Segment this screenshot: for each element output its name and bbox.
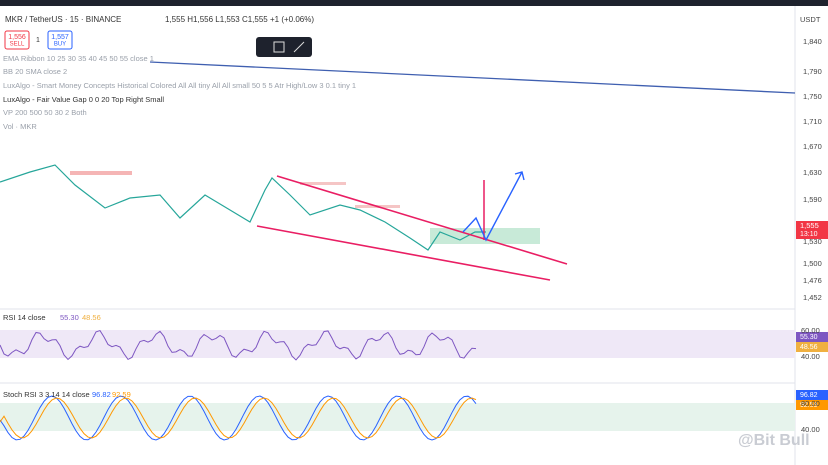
indicator-label: BB 20 SMA close 2	[3, 67, 67, 76]
rsi-tick-label: 60.00	[801, 326, 820, 335]
price-tick-label: 1,452	[803, 293, 822, 302]
rsi-value: 55.30	[60, 313, 79, 322]
rsi-tick-label: 40.00	[801, 352, 820, 361]
trend-line	[149, 61, 796, 94]
price-series	[0, 164, 486, 251]
indicator-label: LuxAlgo - Fair Value Gap 0 0 20 Top Righ…	[3, 95, 164, 104]
sell-button[interactable]	[4, 30, 30, 50]
price-tick-label: 1,530	[803, 237, 822, 246]
zone	[300, 182, 346, 185]
currency: USDT	[800, 15, 821, 24]
price-tick-label: 1,790	[803, 67, 822, 76]
stoch-band	[0, 403, 795, 431]
price-tick-label: 1,670	[803, 142, 822, 151]
buy-button[interactable]	[47, 30, 73, 50]
k-axis-value: 96.82	[800, 392, 818, 399]
countdown: 13:10	[800, 231, 818, 238]
price-tick-label: 1,750	[803, 92, 822, 101]
stoch-label: Stoch RSI 3 3 14 14 close	[3, 390, 90, 399]
price-tick-label: 1,476	[803, 276, 822, 285]
last-price-tag	[796, 221, 828, 239]
d-tag	[796, 400, 828, 410]
top-bar	[0, 0, 828, 6]
sell-label: SELL	[10, 42, 25, 48]
rsi-tag	[796, 332, 828, 342]
tool-icon[interactable]	[273, 41, 285, 53]
projection-arrow	[462, 171, 525, 242]
rsi-ma: 48.56	[82, 313, 101, 322]
tool-icon[interactable]	[293, 41, 305, 53]
price-tick-label: 1,630	[803, 168, 822, 177]
stoch-tick-label: 40.00	[801, 425, 820, 434]
d-axis-value: 92.59	[800, 402, 818, 409]
indicator-label: LuxAlgo - Smart Money Concepts Historica…	[3, 81, 356, 90]
k-tag	[796, 390, 828, 400]
spread: 1	[36, 37, 40, 44]
indicator-label: VP 200 500 50 30 2 Both	[3, 108, 87, 117]
symbol: MKR / TetherUS · 15 · BINANCE	[5, 15, 121, 24]
zone	[430, 228, 540, 244]
buy-label: BUY	[54, 42, 66, 48]
indicator-label: Vol · MKR	[3, 122, 37, 131]
rsi-band	[0, 330, 795, 358]
stoch-k-value: 96.82	[92, 390, 111, 399]
watermark: @Bit Bull	[738, 432, 810, 449]
buy-price: 1,557	[51, 34, 69, 41]
channel	[256, 175, 568, 281]
price-tick-label: 1,710	[803, 117, 822, 126]
rsi-axis-value: 55.30	[800, 334, 818, 341]
zone	[70, 171, 132, 175]
rsi-axis-ma: 48.56	[800, 344, 818, 351]
ohlc: 1,555 H1,556 L1,553 C1,555 +1 (+0.06%)	[165, 15, 314, 24]
stoch-d-value: 92.59	[112, 390, 131, 399]
stoch-tick-label: 80.00	[801, 399, 820, 408]
sell-price: 1,556	[8, 34, 26, 41]
price-tick-label: 1,840	[803, 37, 822, 46]
rsi-line	[0, 329, 477, 361]
stoch-d	[0, 397, 477, 439]
last-price: 1,555	[800, 221, 819, 230]
rsi-label: RSI 14 close	[3, 313, 46, 322]
price-tick-label: 1,590	[803, 195, 822, 204]
stoch-k	[0, 395, 477, 441]
indicator-label: EMA Ribbon 10 25 30 35 40 45 50 55 close…	[3, 54, 154, 63]
rsi-ma-tag	[796, 342, 828, 352]
price-tick-label: 1,500	[803, 259, 822, 268]
